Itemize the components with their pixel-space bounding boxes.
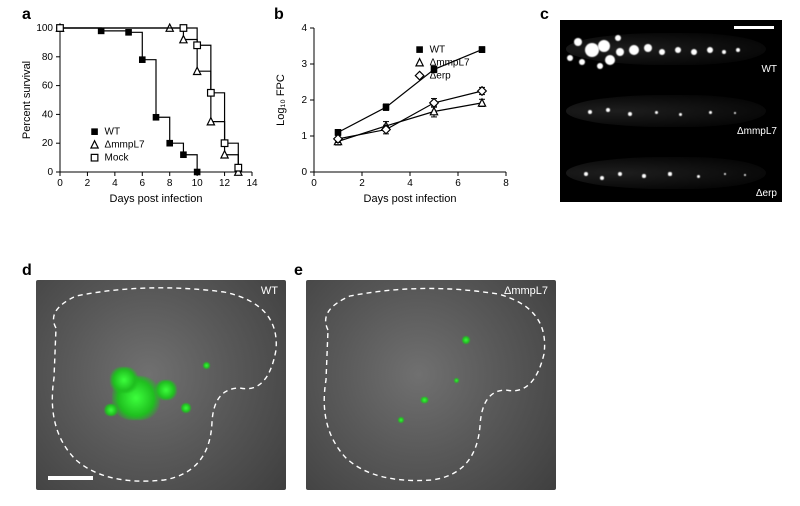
svg-text:Days post infection: Days post infection	[110, 193, 203, 205]
svg-text:0: 0	[47, 167, 53, 178]
panel-label-c: c	[540, 6, 549, 24]
panel-d-micrograph: WT	[36, 280, 286, 490]
svg-text:0: 0	[311, 178, 317, 189]
fish-strip-label: Δerp	[756, 188, 777, 199]
panel-c-container: WT ΔmmpL7 Δerp	[560, 20, 782, 202]
panel-label-e: e	[294, 262, 303, 280]
svg-text:4: 4	[301, 23, 307, 34]
svg-text:2: 2	[301, 95, 307, 106]
panel-d-label: WT	[261, 285, 278, 297]
svg-text:100: 100	[36, 23, 53, 34]
svg-text:Mock: Mock	[105, 153, 130, 164]
panel-d-scale-bar	[48, 476, 93, 480]
svg-text:20: 20	[42, 138, 54, 149]
panel-e-label: ΔmmpL7	[504, 285, 548, 297]
svg-text:2: 2	[85, 178, 91, 189]
svg-text:6: 6	[455, 178, 461, 189]
svg-text:Percent survival: Percent survival	[21, 61, 33, 139]
svg-text:40: 40	[42, 109, 54, 120]
fish-strip: ΔmmpL7	[560, 82, 782, 140]
panel-e-micrograph: ΔmmpL7	[306, 280, 556, 490]
svg-text:WT: WT	[105, 127, 121, 138]
svg-text:6: 6	[140, 178, 146, 189]
svg-text:2: 2	[359, 178, 365, 189]
svg-text:14: 14	[246, 178, 258, 189]
svg-text:0: 0	[57, 178, 63, 189]
fish-strip-label: ΔmmpL7	[737, 126, 777, 137]
svg-text:Days post infection: Days post infection	[364, 193, 457, 205]
svg-text:8: 8	[167, 178, 173, 189]
svg-text:10: 10	[192, 178, 204, 189]
svg-text:3: 3	[301, 59, 307, 70]
svg-text:12: 12	[219, 178, 231, 189]
svg-text:WT: WT	[430, 45, 446, 56]
panel-label-d: d	[22, 262, 32, 280]
svg-text:Δerp: Δerp	[430, 71, 452, 82]
svg-text:ΔmmpL7: ΔmmpL7	[430, 58, 470, 69]
svg-text:8: 8	[503, 178, 509, 189]
svg-text:ΔmmpL7: ΔmmpL7	[105, 140, 145, 151]
fish-strip-label: WT	[761, 64, 777, 75]
svg-text:4: 4	[407, 178, 413, 189]
svg-text:Log₁₀ FPC: Log₁₀ FPC	[275, 74, 287, 126]
svg-text:80: 80	[42, 52, 54, 63]
fish-strip: Δerp	[560, 144, 782, 202]
chart-b: 0 2 4 6 8 0 1 2 3 4 Days post infection Log₁₀ FPC WT…	[272, 18, 512, 208]
panel-c-scale-bar	[734, 26, 774, 29]
fish-strip: WT	[560, 20, 782, 78]
svg-text:1: 1	[301, 131, 307, 142]
svg-text:4: 4	[112, 178, 118, 189]
svg-text:60: 60	[42, 81, 54, 92]
chart-a: 0 2 4 6 8 10 12 14 0 20 40 60 80 100 Days post infecti…	[18, 18, 258, 208]
svg-text:0: 0	[301, 167, 307, 178]
